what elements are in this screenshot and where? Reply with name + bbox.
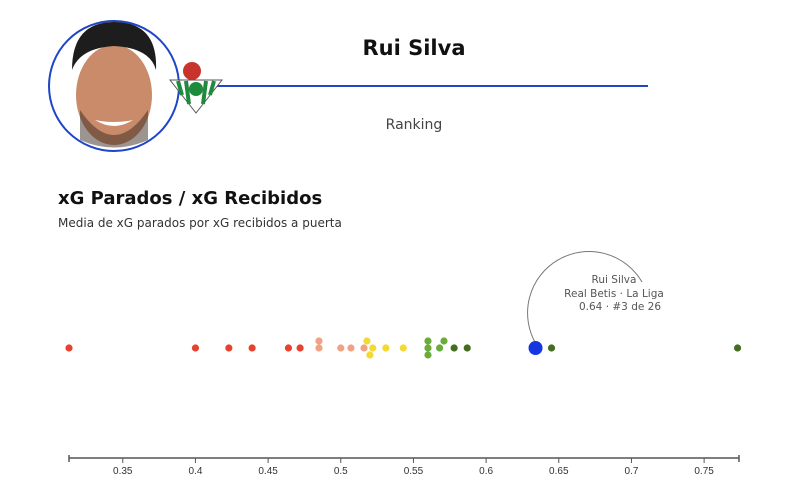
player-name: Rui Silva — [362, 36, 466, 60]
highlight-annotation-arc — [527, 251, 643, 345]
chart-subtitle: Media de xG parados por xG recibidos a p… — [58, 216, 342, 230]
data-point[interactable] — [296, 344, 304, 352]
x-tick-label: 0.55 — [404, 466, 424, 477]
x-tick: 0.65 — [549, 458, 569, 477]
data-point[interactable] — [733, 344, 742, 352]
x-tick-label: 0.5 — [334, 466, 348, 477]
data-point[interactable] — [424, 351, 432, 359]
x-tick: 0.55 — [404, 458, 424, 477]
x-tick-label: 0.45 — [258, 466, 278, 477]
data-point[interactable] — [382, 344, 390, 352]
x-tick-label: 0.7 — [624, 466, 638, 477]
x-tick: 0.35 — [113, 458, 133, 477]
data-point[interactable] — [360, 344, 368, 352]
x-tick-label: 0.6 — [479, 466, 493, 477]
data-point[interactable] — [315, 344, 323, 352]
x-tick-label: 0.65 — [549, 466, 569, 477]
x-tick: 0.6 — [479, 458, 494, 477]
data-point[interactable] — [248, 344, 256, 352]
highlight-label-team: Real Betis · La Liga — [564, 288, 664, 300]
header-subtitle: Ranking — [385, 117, 443, 133]
data-point[interactable] — [424, 344, 432, 352]
highlight-data-point[interactable] — [528, 341, 543, 355]
data-point[interactable] — [369, 344, 377, 352]
data-point[interactable] — [337, 344, 345, 352]
x-tick: 0.7 — [624, 458, 639, 477]
data-point[interactable] — [440, 337, 448, 345]
data-point[interactable] — [225, 344, 233, 352]
x-tick-label: 0.4 — [188, 466, 202, 477]
data-point[interactable] — [424, 337, 432, 345]
data-point[interactable] — [65, 344, 73, 352]
data-point[interactable] — [191, 344, 200, 352]
data-point[interactable] — [436, 344, 444, 352]
x-tick: 0.5 — [334, 458, 348, 477]
data-point[interactable] — [315, 337, 323, 345]
chart-title: xG Parados / xG Recibidos — [58, 188, 323, 209]
highlight-label-value: 0.64 · #3 de 26 — [579, 301, 661, 313]
data-point[interactable] — [347, 344, 355, 352]
data-point[interactable] — [450, 344, 458, 352]
data-point[interactable] — [399, 344, 407, 352]
x-tick: 0.75 — [694, 458, 714, 477]
data-point[interactable] — [547, 344, 556, 352]
x-tick-label: 0.75 — [694, 466, 714, 477]
avatar — [48, 20, 180, 152]
club-badge-icon — [168, 62, 224, 114]
x-tick-label: 0.35 — [113, 466, 133, 477]
x-tick: 0.4 — [188, 458, 203, 477]
data-points — [65, 337, 742, 359]
data-point[interactable] — [284, 344, 293, 352]
data-point[interactable] — [463, 344, 471, 352]
data-point[interactable] — [363, 337, 371, 345]
data-point[interactable] — [366, 351, 374, 359]
x-tick: 0.45 — [258, 458, 278, 477]
x-axis: 0.35 0.4 0.45 0.5 0.55 0.6 0.65 0.7 0.75 — [68, 455, 740, 477]
highlight-label-name: Rui Silva — [592, 274, 637, 286]
